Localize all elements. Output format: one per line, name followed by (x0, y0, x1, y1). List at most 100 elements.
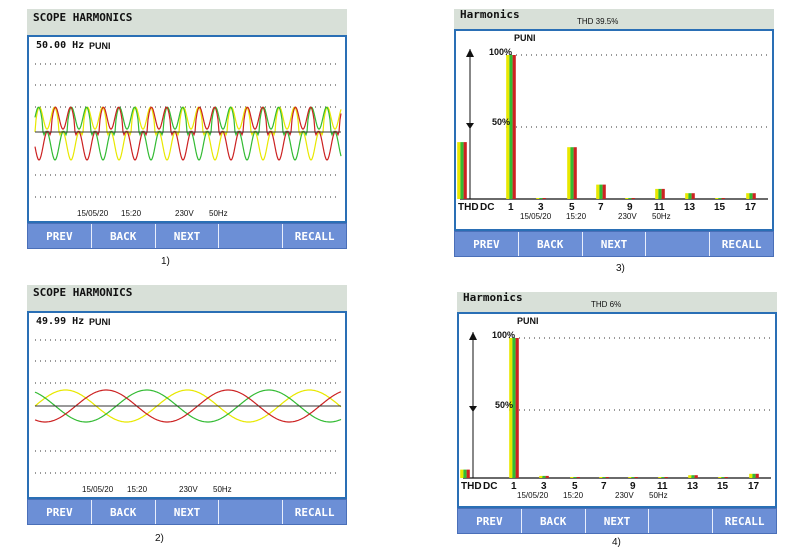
bar-15-phase1 (718, 477, 722, 478)
panel-scope-2: SCOPE HARMONICS 49.99 Hz PUNI 15/05/20 1… (27, 285, 347, 547)
status-frequency: 50Hz (649, 491, 668, 500)
x-label-3: 3 (538, 202, 544, 213)
panel-caption: 3) (616, 263, 625, 274)
unit-label: PUNI (514, 33, 536, 43)
bar-11-phase3 (664, 477, 668, 478)
blank-button[interactable] (649, 509, 714, 533)
bar-15-phase1 (715, 198, 719, 199)
panel-title: Harmonics (457, 292, 777, 312)
blank-button[interactable] (219, 500, 284, 524)
y-tick-100: 100% (489, 47, 513, 57)
y-tick-100: 100% (492, 330, 516, 340)
x-label-7: 7 (601, 481, 607, 492)
bar-17-phase1 (749, 473, 753, 478)
back-button[interactable]: BACK (92, 500, 156, 524)
panel-title: SCOPE HARMONICS (27, 285, 347, 311)
panel-caption: 2) (155, 533, 164, 544)
x-label-11: 11 (654, 202, 665, 213)
bar-9-phase3 (631, 198, 635, 199)
harmonics-screen: PUNI 100% 50% THD DC 1 3 5 7 9 11 13 15 17 15/05/2… (454, 29, 774, 231)
recall-button[interactable]: RECALL (721, 237, 762, 251)
status-time: 15:20 (127, 485, 148, 494)
next-button[interactable]: NEXT (156, 224, 220, 248)
blank-button[interactable] (219, 224, 284, 248)
harmonics-screen: PUNI 100% 50% THD DC 1 3 5 7 9 11 13 15 17 15/05/2… (457, 312, 777, 508)
status-frequency: 50Hz (652, 212, 671, 221)
bar-9-phase2 (628, 198, 632, 199)
bar-13-phase3 (691, 193, 695, 199)
frequency-readout: 49.99 Hz (36, 316, 85, 327)
blank-button[interactable] (646, 232, 711, 256)
x-label-dc: DC (483, 481, 498, 492)
bar-5-phase1 (570, 477, 574, 478)
frequency-readout: 50.00 Hz (36, 40, 85, 51)
status-frequency: 50Hz (209, 209, 228, 218)
x-label-15: 15 (717, 481, 729, 492)
bar-5-phase1 (567, 147, 571, 199)
softkey-bar: PREV BACK NEXT RECALL (27, 499, 347, 525)
bar-11-phase3 (661, 188, 665, 199)
status-time: 15:20 (121, 209, 142, 218)
x-label-dc: DC (480, 202, 495, 213)
prev-button[interactable]: PREV (28, 224, 92, 248)
x-label-17: 17 (745, 202, 757, 213)
x-label-1: 1 (511, 481, 517, 492)
phase-waveform-1 (34, 106, 342, 161)
back-button[interactable]: BACK (519, 232, 583, 256)
bar-17-phase3 (755, 473, 759, 478)
bar-15-phase3 (721, 198, 725, 199)
phase-waveform-2 (34, 106, 342, 161)
prev-button[interactable]: PREV (458, 509, 522, 533)
x-label-5: 5 (572, 481, 578, 492)
bar-17-phase2 (749, 193, 753, 199)
x-label-13: 13 (684, 202, 696, 213)
unit-label: PUNI (89, 41, 111, 51)
status-date: 15/05/20 (517, 491, 549, 500)
bar-15-phase3 (724, 477, 728, 478)
cursor-marker-icon (469, 406, 477, 412)
status-time: 15:20 (563, 491, 584, 500)
back-button[interactable]: BACK (92, 224, 156, 248)
bar-7-phase2 (599, 184, 603, 199)
x-label-7: 7 (598, 202, 604, 213)
status-frequency: 50Hz (213, 485, 232, 494)
cursor-marker-icon (466, 123, 474, 129)
status-time: 15:20 (566, 212, 587, 221)
status-voltage: 230V (615, 491, 634, 500)
bar-1-phase3 (515, 338, 519, 478)
bar-5-phase2 (573, 477, 577, 478)
x-label-9: 9 (630, 481, 636, 492)
thd-readout: THD 6% (591, 300, 622, 309)
bar-1-phase2 (509, 55, 513, 199)
softkey-bar: PREV BACK NEXT RECALL (27, 223, 347, 249)
bar-5-phase3 (573, 147, 577, 199)
bar-thd-phase1 (460, 469, 464, 478)
prev-button[interactable]: PREV (28, 500, 92, 524)
thd-readout: THD 39.5% (577, 17, 619, 26)
next-button[interactable]: NEXT (156, 500, 220, 524)
recall-button[interactable]: RECALL (294, 229, 335, 243)
bar-13-phase2 (691, 475, 695, 478)
bar-11-phase2 (658, 188, 662, 199)
phase-waveform-3 (34, 106, 342, 161)
bar-thd-phase2 (463, 469, 467, 478)
x-label-13: 13 (687, 481, 699, 492)
panel-caption: 4) (612, 537, 621, 548)
next-button[interactable]: NEXT (583, 232, 647, 256)
arrow-up-icon (466, 49, 474, 57)
next-button[interactable]: NEXT (586, 509, 650, 533)
status-voltage: 230V (175, 209, 194, 218)
back-button[interactable]: BACK (522, 509, 586, 533)
bar-9-phase3 (634, 477, 638, 478)
recall-button[interactable]: RECALL (724, 514, 765, 528)
bar-9-phase1 (625, 198, 629, 199)
prev-button[interactable]: PREV (455, 232, 519, 256)
bar-3-phase3 (545, 475, 549, 478)
bar-15-phase2 (721, 477, 725, 478)
bar-3-phase3 (542, 198, 546, 199)
bar-11-phase2 (661, 477, 665, 478)
bar-1-phase1 (509, 338, 513, 478)
x-label-9: 9 (627, 202, 633, 213)
panel-harmonics-4: Harmonics THD 6% PUNI 100% 50% THD DC 1 3 5 7… (457, 292, 777, 554)
recall-button[interactable]: RECALL (294, 505, 335, 519)
